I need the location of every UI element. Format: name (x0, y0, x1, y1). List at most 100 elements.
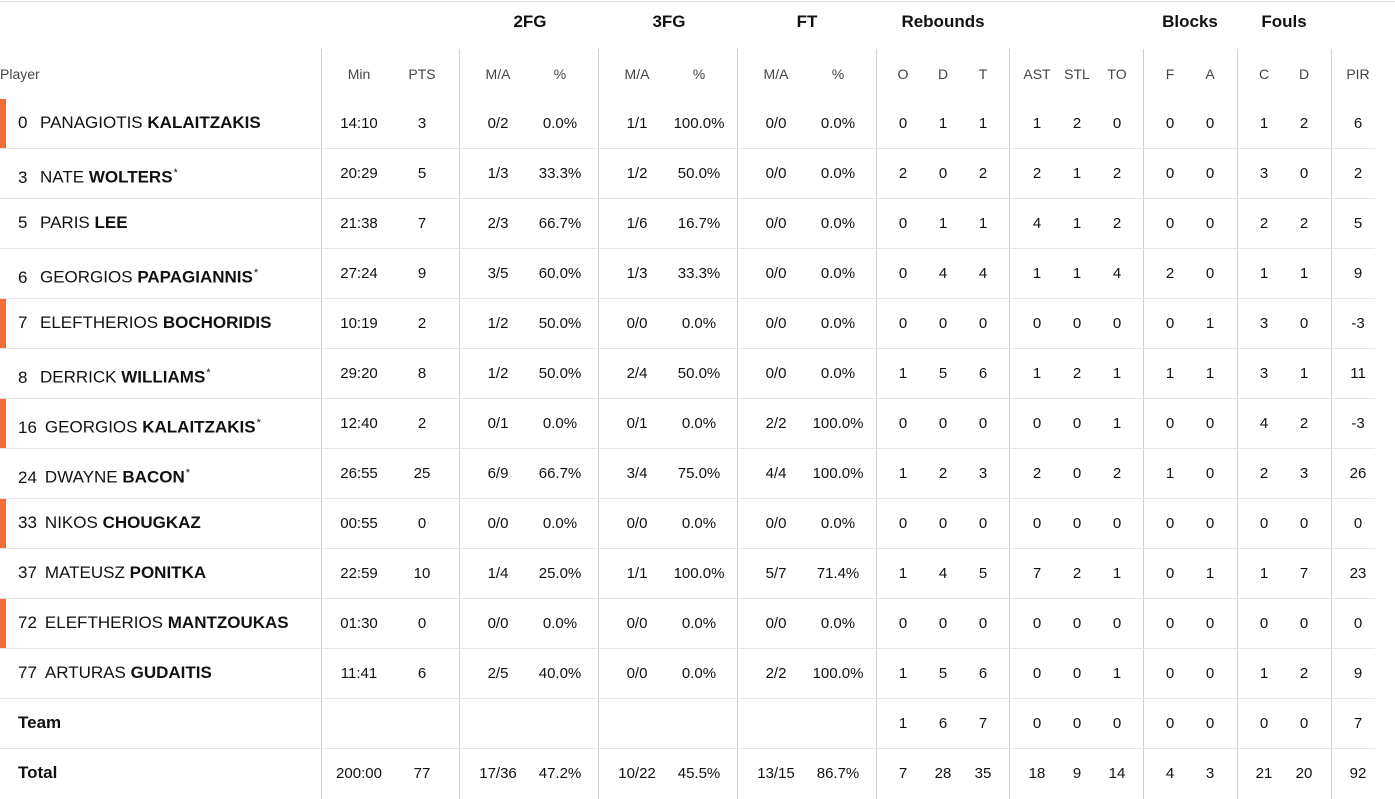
column-header-pir[interactable]: PIR (1346, 66, 1370, 82)
stat-cell-blk-f: 0 (1165, 565, 1175, 582)
stat-cell-foul-d: 0 (1299, 515, 1309, 532)
stat-cell-fg2-pct: 60.0% (538, 265, 582, 282)
player-name-link[interactable]: 6 GEORGIOS PAPAGIANNIS* (18, 262, 258, 287)
column-header-reb-t[interactable]: T (978, 66, 988, 82)
player-name-link[interactable]: 77 ARTURAS GUDAITIS (18, 662, 212, 684)
column-header-min[interactable]: Min (347, 66, 371, 82)
column-divider (598, 49, 599, 799)
stat-cell-fg3-ma: 10/22 (618, 765, 656, 782)
stat-cell-pir: 9 (1353, 665, 1363, 682)
stat-cell-ast: 0 (1032, 615, 1042, 632)
column-divider (1009, 49, 1010, 799)
stat-cell-foul-d: 2 (1299, 115, 1309, 132)
column-header-ft-ma[interactable]: M/A (763, 66, 789, 82)
stat-cell-ft-pct: 0.0% (820, 615, 856, 632)
stat-cell-foul-c: 0 (1259, 715, 1269, 732)
player-name-link[interactable]: 3 NATE WOLTERS* (18, 162, 178, 187)
stat-cell-foul-c: 1 (1259, 665, 1269, 682)
column-header-pts[interactable]: PTS (408, 66, 436, 82)
stat-cell-foul-d: 2 (1299, 215, 1309, 232)
stat-cell-fg2-pct: 0.0% (542, 415, 578, 432)
table-row[interactable]: 6 GEORGIOS PAPAGIANNIS* 27:24 9 3/5 60.0% 1/3 3… (0, 249, 1395, 299)
player-name-link[interactable]: 37 MATEUSZ PONITKA (18, 562, 206, 584)
player-name-link[interactable]: 24 DWAYNE BACON* (18, 462, 191, 487)
total-row-label: Total (18, 763, 58, 782)
player-name-link[interactable]: 5 PARIS LEE (18, 212, 128, 234)
stat-cell-fg3-pct: 50.0% (677, 365, 721, 382)
player-name-link[interactable]: 8 DERRICK WILLIAMS* (18, 362, 211, 387)
stat-cell-fg2-ma: 2/3 (487, 215, 509, 232)
column-header-ast[interactable]: AST (1023, 66, 1051, 82)
stat-cell-blk-f: 0 (1165, 515, 1175, 532)
player-name-link[interactable]: 7 ELEFTHERIOS BOCHORIDIS (18, 312, 271, 334)
player-name-link[interactable]: 0 PANAGIOTIS KALAITZAKIS (18, 112, 261, 134)
player-first-name: ARTURAS (44, 663, 126, 682)
stat-cell-reb-d: 0 (938, 165, 948, 182)
column-header-blk-f[interactable]: F (1165, 66, 1175, 82)
column-header-blk-a[interactable]: A (1205, 66, 1215, 82)
stat-cell-fg2-ma: 0/0 (487, 615, 509, 632)
stat-cell-ast: 0 (1032, 715, 1042, 732)
stat-cell-foul-c: 4 (1259, 415, 1269, 432)
stat-cell-min: 12:40 (340, 415, 378, 432)
player-last-name: BACON (122, 467, 185, 487)
team-row-label: Team (18, 713, 62, 732)
column-header-3fg-pct[interactable]: % (692, 66, 706, 82)
stat-cell-ast: 1 (1032, 115, 1042, 132)
column-header-2fg-pct[interactable]: % (553, 66, 567, 82)
table-row[interactable]: 5 PARIS LEE 21:38 7 2/3 66.7% 1/6 16.7% 0/0 0.0% 0… (0, 199, 1395, 249)
stat-cell-fg3-pct: 100.0% (673, 565, 725, 582)
starter-asterisk: * (185, 467, 191, 479)
stat-cell-ft-ma: 2/2 (765, 415, 787, 432)
stat-cell-ft-pct: 0.0% (820, 315, 856, 332)
stat-cell-ast: 1 (1032, 365, 1042, 382)
stat-cell-fg2-ma: 6/9 (487, 465, 509, 482)
column-header-player[interactable]: Player (0, 66, 40, 82)
stat-cell-reb-o: 0 (898, 265, 908, 282)
table-row[interactable]: 72 ELEFTHERIOS MANTZOUKAS 01:30 0 0/0 0.0% 0/0… (0, 599, 1395, 649)
table-row[interactable]: 77 ARTURAS GUDAITIS 11:41 6 2/5 40.0% 0/0 0.0% 2… (0, 649, 1395, 699)
stat-cell-blk-f: 0 (1165, 665, 1175, 682)
player-name-link[interactable]: 33 NIKOS CHOUGKAZ (18, 512, 201, 534)
player-name-link[interactable]: 16 GEORGIOS KALAITZAKIS* (18, 412, 261, 437)
column-header-to[interactable]: TO (1107, 66, 1127, 82)
stat-cell-foul-d: 1 (1299, 365, 1309, 382)
column-header-foul-c[interactable]: C (1258, 66, 1270, 82)
stat-cell-ft-ma: 0/0 (765, 515, 787, 532)
table-row[interactable]: 33 NIKOS CHOUGKAZ 00:55 0 0/0 0.0% 0/0 0.0% 0/0 0… (0, 499, 1395, 549)
substitute-marker (0, 599, 6, 649)
stat-cell-to: 0 (1112, 715, 1122, 732)
column-header-foul-d[interactable]: D (1298, 66, 1310, 82)
row-divider (0, 598, 1375, 599)
table-row[interactable]: 24 DWAYNE BACON* 26:55 25 6/9 66.7% 3/4 75.0% 4/… (0, 449, 1395, 499)
row-divider (0, 648, 1375, 649)
stat-cell-reb-o: 0 (898, 415, 908, 432)
player-name-link[interactable]: 72 ELEFTHERIOS MANTZOUKAS (18, 612, 289, 634)
stat-cell-reb-d: 4 (938, 265, 948, 282)
stat-cell-reb-d: 0 (938, 415, 948, 432)
column-header-ft-pct[interactable]: % (831, 66, 845, 82)
table-row[interactable]: 7 ELEFTHERIOS BOCHORIDIS 10:19 2 1/2 50.0% 0/0… (0, 299, 1395, 349)
table-row[interactable]: 3 NATE WOLTERS* 20:29 5 1/3 33.3% 1/2 50.0% 0/0 0… (0, 149, 1395, 199)
stat-cell-ft-pct: 0.0% (820, 365, 856, 382)
column-header-stl[interactable]: STL (1064, 66, 1090, 82)
table-row[interactable]: 37 MATEUSZ PONITKA 22:59 10 1/4 25.0% 1/1 100.0… (0, 549, 1395, 599)
table-row[interactable]: 16 GEORGIOS KALAITZAKIS* 12:40 2 0/1 0.0% 0/1 0… (0, 399, 1395, 449)
table-row[interactable]: 8 DERRICK WILLIAMS* 29:20 8 1/2 50.0% 2/4 50.0%… (0, 349, 1395, 399)
column-header-2fg-ma[interactable]: M/A (485, 66, 511, 82)
table-row[interactable]: 0 PANAGIOTIS KALAITZAKIS 14:10 3 0/2 0.0% 1/1 1… (0, 99, 1395, 149)
stat-cell-reb-o: 2 (898, 165, 908, 182)
column-header-3fg-ma[interactable]: M/A (624, 66, 650, 82)
player-number: 0 (18, 113, 28, 132)
stat-cell-pir: 11 (1350, 365, 1366, 382)
stat-cell-reb-d: 0 (938, 315, 948, 332)
stat-cell-pir: -3 (1351, 415, 1365, 432)
stat-cell-blk-a: 0 (1205, 665, 1215, 682)
column-header-reb-d[interactable]: D (937, 66, 949, 82)
stat-cell-pts: 9 (417, 265, 427, 282)
stat-cell-foul-c: 3 (1259, 365, 1269, 382)
stat-cell-fg2-ma: 1/4 (487, 565, 509, 582)
column-header-reb-o[interactable]: O (897, 66, 909, 82)
column-divider (321, 49, 322, 799)
stat-cell-foul-c: 3 (1259, 165, 1269, 182)
